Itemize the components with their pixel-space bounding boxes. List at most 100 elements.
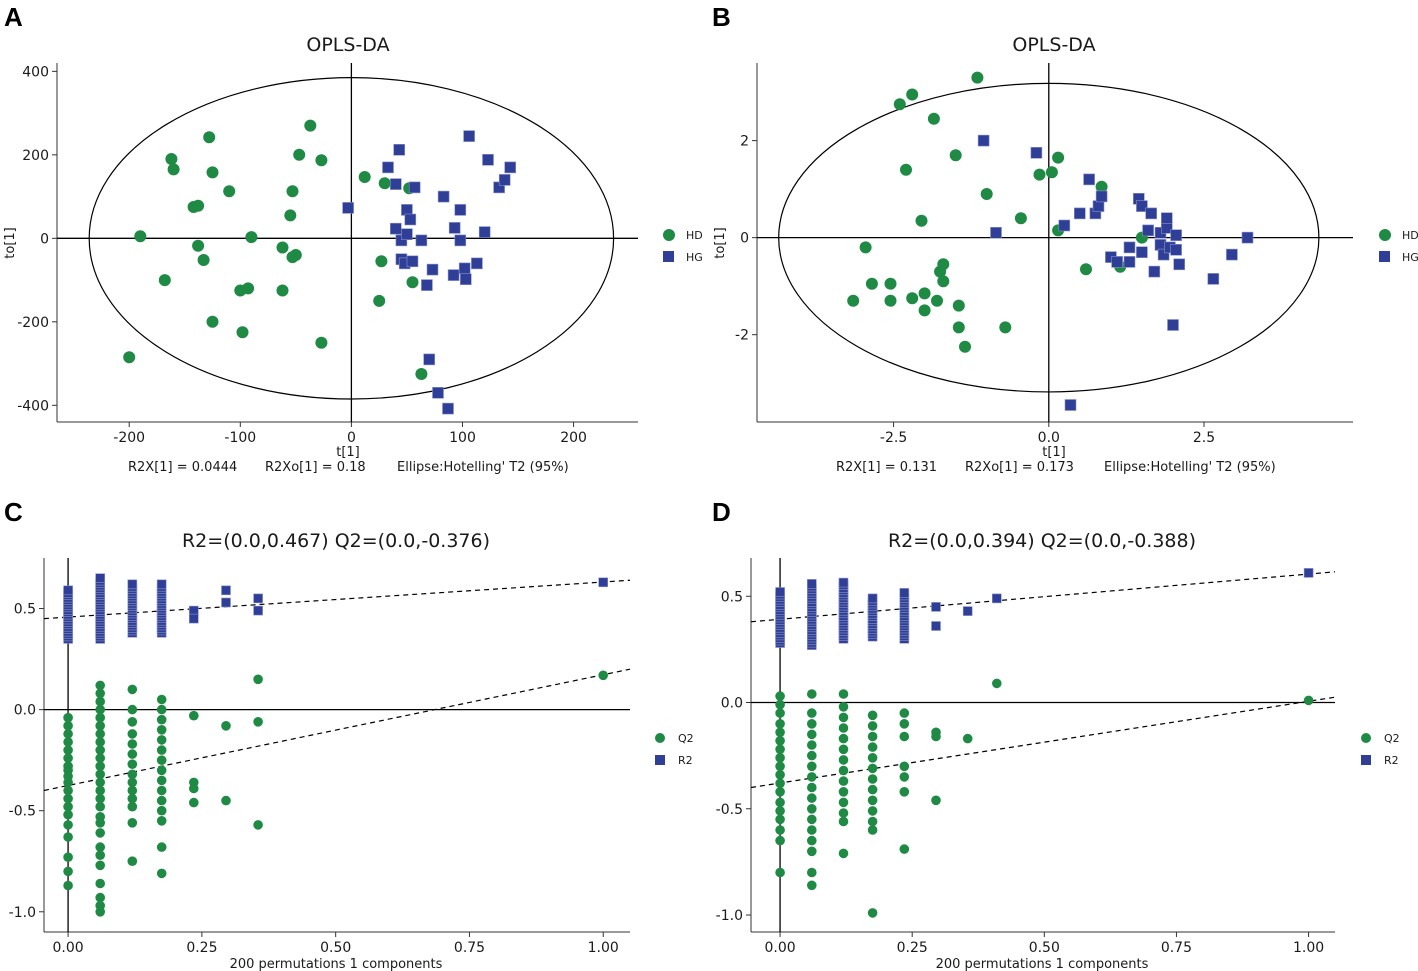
hd-point [167,163,180,176]
q2-point [156,795,167,806]
q2-point [838,712,849,723]
q2-point [775,825,785,835]
q2-point [807,772,817,782]
legend-r2-label: R2 [678,754,693,767]
hd-point [1014,212,1027,225]
q2-point [838,765,849,776]
q2-point [775,761,785,772]
q2-point [775,699,785,710]
q2-point [156,714,167,725]
hg-point [1092,200,1105,212]
y-tick-label: 0.5 [721,589,743,605]
hd-point [971,71,984,84]
q2-point [1303,695,1314,706]
q2-point [63,712,73,723]
hd-point [1052,151,1065,164]
hg-point [393,144,406,156]
y-tick-label: 0.5 [14,602,36,618]
hg-point [1241,231,1254,244]
panel-d-title: R2=(0.0,0.394) Q2=(0.0,-0.388) [888,530,1196,552]
q2-point [867,825,878,835]
q2-point [156,735,167,745]
q2-point [899,787,910,797]
panel-a-title: OPLS-DA [306,34,389,56]
q2-point [63,866,73,877]
q2-point [899,708,910,718]
hg-point [482,154,494,166]
q2-point [127,684,138,695]
q2-point [253,674,263,685]
hd-point [1045,166,1058,179]
hd-point [236,326,249,339]
panel-b-r2x: R2X[1] = 0.131 [836,460,937,475]
q2-point [95,878,105,889]
q2-point [156,755,167,765]
q2-point [838,787,849,797]
q2-point [775,778,785,789]
hg-point [977,134,990,147]
q2-point [253,820,263,830]
hd-point [937,275,950,288]
legend-q2-marker [1361,733,1371,743]
q2-point [189,783,199,794]
hd-point [223,185,236,198]
q2-point [63,793,73,804]
x-tick-label: 0 [347,430,356,446]
q2-point [807,846,817,857]
q2-point [63,745,73,755]
q2-point [807,804,817,814]
legend-hd-label: HD [1402,229,1418,242]
q2-point [95,721,105,731]
q2-point [63,880,73,891]
panel-d-legend: Q2 R2 [1361,732,1400,767]
q2-point [95,850,105,860]
y-tick-label: -0.5 [716,802,743,818]
q2-point [63,777,73,788]
panel-b-r2xo: R2Xo[1] = 0.173 [965,460,1074,475]
hd-point [884,294,897,307]
hg-point [389,222,402,235]
hd-point [304,119,317,132]
legend-hg-label: HG [686,251,703,264]
r2-point [156,579,167,590]
q2-point [95,753,105,763]
hg-point [447,269,460,281]
q2-point [807,708,817,718]
x-tick-label: 0.00 [53,940,84,956]
legend-q2-label: Q2 [1384,732,1400,745]
q2-point [992,678,1002,689]
x-tick-label: 0.75 [1161,940,1192,956]
q2-point [156,694,167,705]
q2-point [95,761,105,771]
hg-point [1074,207,1086,220]
q2-point [221,721,231,731]
q2-point [867,806,878,816]
hg-point [1083,173,1095,186]
legend-r2-marker [1361,755,1371,765]
q2-point [127,759,138,769]
q2-point [838,702,849,712]
q2-point [867,908,878,918]
x-tick-label: 200 [560,430,587,446]
hd-point [315,154,328,167]
hd-point [893,98,906,111]
q2-point [775,814,785,825]
q2-point [867,731,878,742]
q2-point [931,795,941,806]
q2-point [838,848,849,859]
q2-point [807,867,817,878]
r2-point [253,605,263,616]
q2-point [156,805,167,816]
hd-point [242,282,255,295]
panel-b-legend: HD HG [1379,229,1418,264]
q2-point [899,844,910,854]
hd-point [192,199,205,212]
q2-point [63,801,73,812]
hd-point [158,274,171,287]
q2-point [95,785,105,796]
q2-point [63,721,73,731]
hg-point [1030,147,1043,159]
q2-point [127,801,138,812]
x-tick-label: -200 [113,430,145,446]
